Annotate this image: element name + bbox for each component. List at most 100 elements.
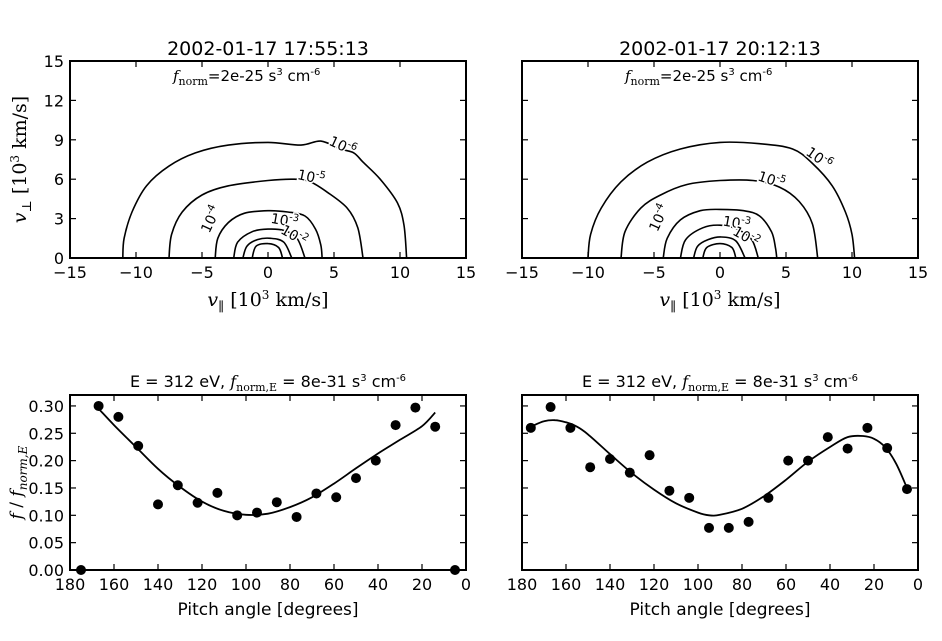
contour-label-exp: -3 [740, 215, 752, 228]
data-point [684, 492, 695, 503]
x-label-sub: ∥ [218, 300, 224, 315]
x-label-sym: v [207, 289, 218, 311]
contour-label-base: 10 [296, 167, 317, 186]
x-tick-label: −5 [190, 263, 214, 282]
contour-line [702, 242, 737, 259]
contour-line [242, 237, 293, 259]
data-point [331, 492, 342, 503]
y-tick-label: 0 [54, 249, 64, 268]
data-point [644, 450, 655, 461]
contour-line [662, 208, 778, 259]
x-tick-label: 5 [781, 263, 791, 282]
y-label-sym: v [9, 212, 31, 223]
scatter-panel-2: E = 312 eV, fnorm,E = 8e-31 s3 cm-6 Pitch… [522, 372, 918, 620]
contour-label-base: 10 [721, 214, 741, 233]
x-axis-label: v∥ [103 km/s] [207, 288, 328, 315]
x-tick-label: −5 [642, 263, 666, 282]
title-exp1: 3 [812, 373, 818, 384]
data-point [252, 507, 262, 518]
title-value: = 8e-31 s [277, 372, 360, 391]
fnorm-f: f [624, 67, 633, 85]
data-point [370, 455, 381, 466]
y-tick-label: 0.30 [28, 397, 64, 416]
x-tick-label: 0 [715, 263, 725, 282]
plot-frame-3 [69, 394, 467, 571]
contour-line [214, 209, 323, 259]
y-tick-label: 12 [44, 91, 64, 110]
data-point [351, 473, 361, 484]
x-tick-label: 80 [732, 575, 752, 594]
plot-frame-2 [521, 60, 919, 259]
data-point [743, 516, 754, 527]
y-label-sub: ⊥ [20, 200, 35, 212]
contour-label: 10-3 [721, 212, 752, 235]
contour-label-exp: -3 [288, 212, 300, 225]
data-point [545, 402, 556, 413]
data-point [133, 440, 144, 451]
contour-line [122, 140, 408, 259]
x-axis-label: Pitch angle [degrees] [629, 600, 810, 620]
y-tick-label: 9 [54, 131, 64, 150]
contour-panel-1: 2002-01-17 17:55:1310-610-510-410-310-2f… [8, 38, 408, 315]
title-exp2: -6 [848, 373, 858, 384]
data-point [704, 522, 714, 533]
data-point [192, 497, 203, 508]
fnorm-annotation: fnorm=2e-25 s3 cm-6 [172, 67, 320, 88]
contour-label-base: 10 [269, 211, 289, 230]
x-tick-label: 180 [507, 575, 538, 594]
x-axis-label: Pitch angle [degrees] [177, 600, 358, 620]
data-point [153, 499, 163, 510]
x-label-unit-rest: km/s] [269, 289, 328, 311]
x-tick-label: 20 [412, 575, 432, 594]
contour-label-base: 10 [756, 169, 778, 190]
x-tick-label: 80 [280, 575, 300, 594]
data-point [93, 400, 104, 411]
y-tick-label: 3 [54, 210, 64, 229]
fnorm-sub: norm [179, 75, 209, 88]
fnorm-value: =2e-25 s [660, 67, 729, 85]
y-label-f: f [7, 510, 27, 521]
y-tick-label: 0.25 [28, 424, 64, 443]
contour-label-base: 10 [326, 134, 349, 156]
data-point [862, 422, 873, 433]
contour-label: 10-4 [197, 203, 225, 236]
contour-label-base: 10 [803, 144, 827, 167]
fnorm-exp1: 3 [276, 67, 282, 78]
contour-label-base: 10 [646, 211, 668, 234]
contour-line [232, 228, 306, 259]
fnorm-sub: norm [631, 75, 661, 88]
y-label-unit: [10 [9, 163, 31, 201]
contour-line [168, 178, 364, 259]
y-tick-label: 15 [44, 52, 64, 71]
data-point [291, 511, 302, 522]
y-label-unit-rest: km/s] [9, 96, 31, 155]
data-point [311, 488, 322, 499]
panel-title: E = 312 eV, fnorm,E = 8e-31 s3 cm-6 [130, 372, 406, 394]
contour-line [251, 242, 284, 259]
data-point [763, 492, 774, 503]
y-label-slash: / [7, 497, 27, 514]
y-tick-label: 6 [54, 170, 64, 189]
x-tick-label: 160 [551, 575, 582, 594]
title-value: = 8e-31 s [729, 372, 812, 391]
x-label-sub: ∥ [670, 300, 676, 315]
title-exp2: -6 [396, 373, 406, 384]
title-f: f [229, 372, 239, 391]
data-point [605, 453, 615, 464]
y-label-f2: f [7, 488, 27, 499]
y-axis-label: f / fnorm,E [7, 445, 30, 521]
data-point [212, 487, 223, 498]
x-tick-label: −15 [505, 263, 539, 282]
contour-line [679, 224, 760, 259]
x-tick-label: 20 [864, 575, 884, 594]
x-tick-label: −15 [53, 263, 87, 282]
data-point [410, 402, 421, 413]
data-point [430, 421, 441, 432]
contour-label: 10-5 [296, 165, 327, 188]
y-tick-label: 0.20 [28, 452, 64, 471]
x-tick-label: 15 [908, 263, 928, 282]
x-tick-label: 100 [231, 575, 262, 594]
fnorm-value: =2e-25 s [208, 67, 277, 85]
y-label-sub: norm,E [16, 445, 30, 490]
